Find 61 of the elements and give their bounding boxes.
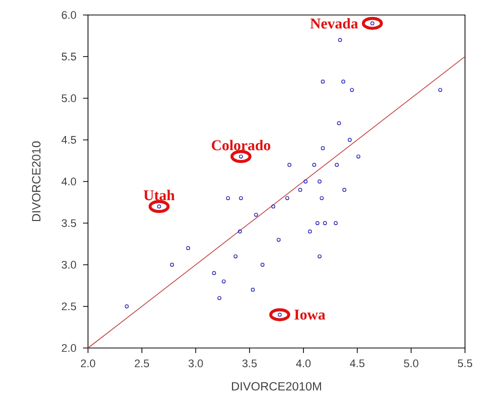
point: [276, 238, 281, 242]
point: [334, 221, 338, 226]
point: [238, 230, 242, 234]
point: [318, 180, 322, 184]
point: [438, 88, 442, 92]
point: [338, 38, 342, 42]
x-tick-label: 4.0: [296, 360, 311, 368]
x-tick-label: 2.5: [134, 360, 150, 368]
x-tick-label: 4.5: [350, 360, 364, 368]
y-tick-label: 2.5: [62, 302, 76, 310]
point: [312, 162, 316, 167]
y-tick-label: 3.5: [62, 219, 76, 228]
y-tick-label: 4.0: [62, 178, 76, 186]
point: [337, 121, 341, 126]
point: [308, 230, 312, 234]
y-tick-label: 5.0: [62, 94, 76, 102]
point: [254, 212, 258, 217]
point: [318, 254, 322, 258]
point: [287, 162, 292, 167]
annotation: Colorado: [212, 140, 270, 150]
x-tick-label: 5.5: [458, 360, 472, 368]
point: [250, 288, 255, 292]
annotation: Iowa: [294, 310, 326, 320]
point: [234, 254, 238, 258]
y-axis-title: DIVORCE2010: [32, 141, 40, 222]
point: [342, 188, 346, 192]
y-tick-label: 4.5: [62, 136, 76, 144]
point: [124, 304, 129, 308]
point: [239, 196, 243, 200]
x-tick-label: 2.0: [80, 360, 96, 368]
point: [285, 196, 290, 200]
point: [323, 221, 327, 226]
y-tick-label: 3.0: [62, 260, 76, 269]
x-axis-title: DIVORCE2010M: [232, 382, 322, 391]
point: [260, 262, 264, 267]
point: [320, 196, 324, 200]
point: [212, 271, 216, 276]
y-tick-label: 6.0: [62, 11, 76, 19]
point: [348, 138, 352, 142]
annotation: Nevada: [310, 18, 358, 29]
x-tick-label: 3.5: [242, 360, 257, 368]
y-tick-label: 2.0: [62, 344, 76, 352]
point: [222, 279, 226, 284]
y-tick-label: 5.5: [62, 52, 76, 60]
point: [304, 180, 308, 184]
annotation: Utah: [144, 190, 175, 200]
point: [315, 221, 320, 226]
point: [217, 296, 222, 300]
point: [186, 246, 190, 250]
point: [298, 188, 302, 192]
x-tick-label: 5.0: [404, 360, 418, 368]
point: [271, 204, 276, 208]
point: [226, 196, 230, 200]
point: [320, 146, 325, 150]
point: [341, 80, 346, 84]
point: [350, 88, 354, 92]
point: [334, 162, 339, 167]
point: [170, 262, 174, 267]
point: [320, 80, 325, 84]
x-tick-label: 3.0: [188, 360, 203, 368]
point: [356, 154, 360, 158]
